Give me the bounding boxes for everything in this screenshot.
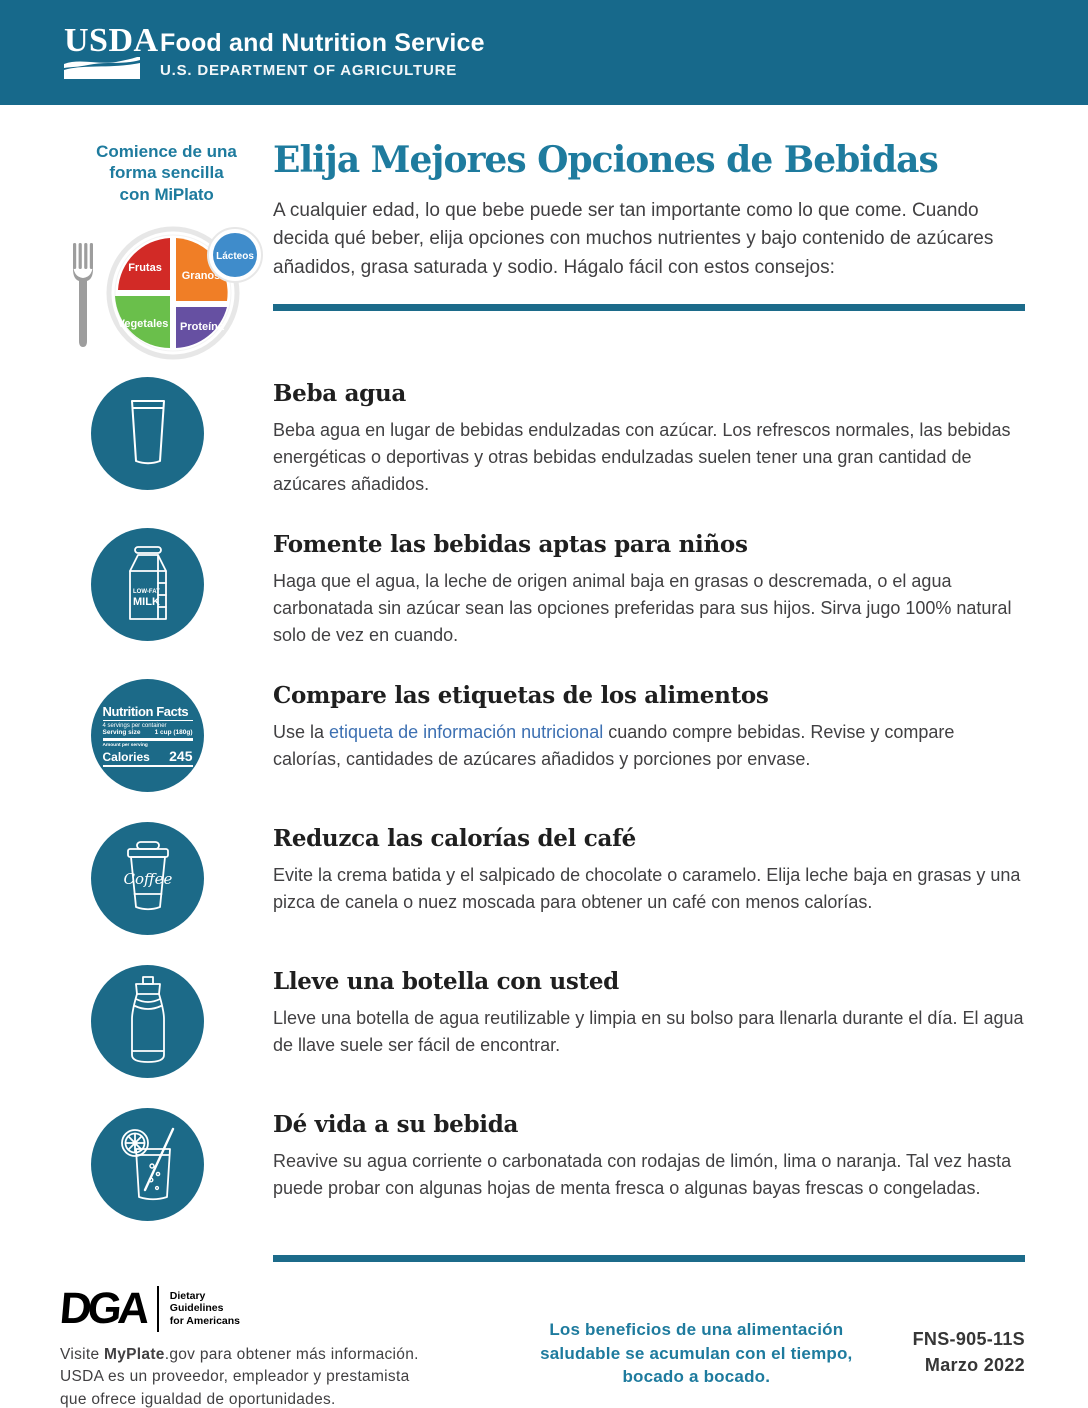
divider-bottom xyxy=(273,1254,1025,1262)
nf-divider xyxy=(102,738,193,741)
section-heading: Fomente las bebidas aptas para niños xyxy=(273,530,748,558)
footer-message: Los beneficios de una alimentación salud… xyxy=(540,1319,853,1387)
icon-cell xyxy=(60,1107,273,1221)
section-heading: Lleve una botella con usted xyxy=(273,967,619,995)
myplate-heading-line3: con xyxy=(119,184,155,204)
nf-calories-value: 245 xyxy=(169,748,193,764)
footer: DGA Dietary Guidelines for Americans Vis… xyxy=(0,1262,1088,1408)
plate-vegetables-label: Vegetales xyxy=(117,318,168,330)
intro-text: A cualquier edad, lo que bebe puede ser … xyxy=(273,199,994,278)
nutrition-label-link[interactable]: etiqueta de información nutricional xyxy=(329,721,604,742)
myplate-brand: MiPlato xyxy=(154,184,214,204)
section-bebidas-ninos: LOW-FAT MILK Fomente las bebidas aptas p… xyxy=(60,527,1025,649)
section-text: Compare las etiquetas de los alimentos U… xyxy=(273,679,1025,773)
header-titles: Food and Nutrition Service U.S. DEPARTME… xyxy=(160,27,485,79)
milk-label-line2: MILK xyxy=(133,596,160,608)
nutrition-facts-mini-label: Nutrition Facts 4 servings per container… xyxy=(102,704,193,767)
section-etiquetas: Nutrition Facts 4 servings per container… xyxy=(60,678,1025,792)
usda-logo: USDA xyxy=(64,21,159,80)
dga-logo: DGA Dietary Guidelines for Americans xyxy=(57,1283,480,1333)
intro-block: Elija Mejores Opciones de Bebidas A cual… xyxy=(273,139,1025,312)
dga-name-line1: Dietary xyxy=(169,1289,206,1302)
plate-fruits-label: Frutas xyxy=(128,262,162,274)
usda-swoosh-icon xyxy=(64,57,140,80)
section-body: Haga que el agua, la leche de origen ani… xyxy=(273,570,1012,645)
icon-cell: Nutrition Facts 4 servings per container… xyxy=(60,678,273,792)
section-beba-agua: Beba agua Beba agua en lugar de bebidas … xyxy=(60,376,1025,498)
myplate-heading-line2: forma sencilla xyxy=(109,163,224,183)
page-title: Elija Mejores Opciones de Bebidas xyxy=(273,139,939,181)
top-row: Comience de una forma sencilla con MiPla… xyxy=(60,139,1025,360)
dga-divider xyxy=(156,1285,159,1332)
visit-suffix: .gov para obtener más información. xyxy=(164,1345,419,1363)
myplate-heading-line1: Comience de una xyxy=(96,142,237,161)
nf-serving-size-value: 1 cup (180g) xyxy=(154,728,193,736)
eeo-line2: que ofrece igualdad de oportunidades. xyxy=(60,1390,336,1408)
section-text: Reduzca las calorías del café Evite la c… xyxy=(273,822,1025,916)
myplate-heading: Comience de una forma sencilla con MiPla… xyxy=(60,141,273,205)
nf-title: Nutrition Facts xyxy=(102,704,193,721)
department-name: U.S. DEPARTMENT OF AGRICULTURE xyxy=(160,61,458,79)
section-heading: Dé vida a su bebida xyxy=(273,1110,519,1138)
nf-serving-size-label: Serving size xyxy=(102,728,141,736)
coffee-label: Coffee xyxy=(123,870,172,888)
myplate-plate-icon: Frutas Granos Vegetales Proteína Lácteos xyxy=(72,226,263,360)
section-body: Reavive su agua corriente o carbonatada … xyxy=(273,1150,1012,1198)
section-text: Fomente las bebidas aptas para niños Hag… xyxy=(273,528,1025,649)
section-heading: Beba agua xyxy=(273,379,406,407)
bottom-rule-row xyxy=(60,1221,1025,1262)
plate-protein-label: Proteína xyxy=(179,321,224,333)
plate-dairy-label: Lácteos xyxy=(216,251,254,262)
section-cafe: Coffee Reduzca las calorías del café Evi… xyxy=(60,821,1025,935)
section-text: Beba agua Beba agua en lugar de bebidas … xyxy=(273,377,1025,498)
icon-cell xyxy=(60,964,273,1078)
water-glass-icon xyxy=(91,376,204,490)
header-band: USDA Food and Nutrition Service U.S. DEP… xyxy=(0,0,1088,105)
myplate-block: Comience de una forma sencilla con MiPla… xyxy=(60,141,273,360)
nf-calories-label: Calories xyxy=(102,750,150,764)
section-body: Beba agua en lugar de bebidas endulzadas… xyxy=(273,419,1011,494)
section-text: Lleve una botella con usted Lleve una bo… xyxy=(273,965,1025,1059)
infused-water-glass-icon xyxy=(91,1107,204,1221)
section-heading: Reduzca las calorías del café xyxy=(273,824,637,852)
nf-servings: 4 servings per container xyxy=(102,722,167,729)
icon-cell: LOW-FAT MILK xyxy=(60,527,273,641)
doc-date: Marzo 2022 xyxy=(924,1354,1025,1375)
footer-left: DGA Dietary Guidelines for Americans Vis… xyxy=(57,1283,480,1408)
fork-icon xyxy=(72,242,93,347)
section-body: Lleve una botella de agua reutilizable y… xyxy=(273,1007,1024,1055)
section-heading: Compare las etiquetas de los alimentos xyxy=(273,681,769,709)
dga-name-line3: for Americans xyxy=(169,1315,240,1328)
milk-carton-icon: LOW-FAT MILK xyxy=(91,527,204,641)
section-de-vida: Dé vida a su bebida Reavive su agua corr… xyxy=(60,1107,1025,1221)
myplate-link[interactable]: MyPlate xyxy=(104,1345,165,1363)
visit-prefix: Visite xyxy=(60,1345,105,1363)
nutrition-label-icon: Nutrition Facts 4 servings per container… xyxy=(91,678,204,792)
icon-cell: Coffee xyxy=(60,821,273,935)
dga-name-line2: Guidelines xyxy=(169,1302,224,1315)
water-bottle-icon xyxy=(91,964,204,1078)
plate-grains-label: Granos xyxy=(181,270,220,282)
footer-doc-info: FNS-905-11S Marzo 2022 xyxy=(913,1326,1025,1408)
body-suffix: cuando compre bebidas. Revise y compare … xyxy=(273,721,955,769)
divider-top xyxy=(273,304,1025,312)
coffee-cup-icon: Coffee xyxy=(91,821,204,935)
doc-number: FNS-905-11S xyxy=(912,1328,1025,1349)
section-text: Dé vida a su bebida Reavive su agua corr… xyxy=(273,1108,1025,1202)
eeo-line1: USDA es un proveedor, empleador y presta… xyxy=(60,1368,410,1386)
icon-cell xyxy=(60,376,273,490)
dga-wordmark: DGA xyxy=(57,1283,148,1333)
nf-amount-per-serving: Amount per serving xyxy=(102,743,148,748)
milk-label-line1: LOW-FAT xyxy=(133,589,160,595)
body-prefix: Use la xyxy=(273,721,330,742)
usda-wordmark: USDA xyxy=(64,21,159,59)
section-botella: Lleve una botella con usted Lleve una bo… xyxy=(60,964,1025,1078)
section-body: Evite la crema batida y el salpicado de … xyxy=(273,864,1021,912)
dga-name: Dietary Guidelines for Americans xyxy=(170,1290,240,1328)
footer-disclaimer: Visite MyPlate.gov para obtener más info… xyxy=(60,1344,480,1408)
section-body: Use la etiqueta de información nutricion… xyxy=(273,719,1025,773)
content: Comience de una forma sencilla con MiPla… xyxy=(0,105,1088,1262)
agency-name: Food and Nutrition Service xyxy=(160,28,485,57)
